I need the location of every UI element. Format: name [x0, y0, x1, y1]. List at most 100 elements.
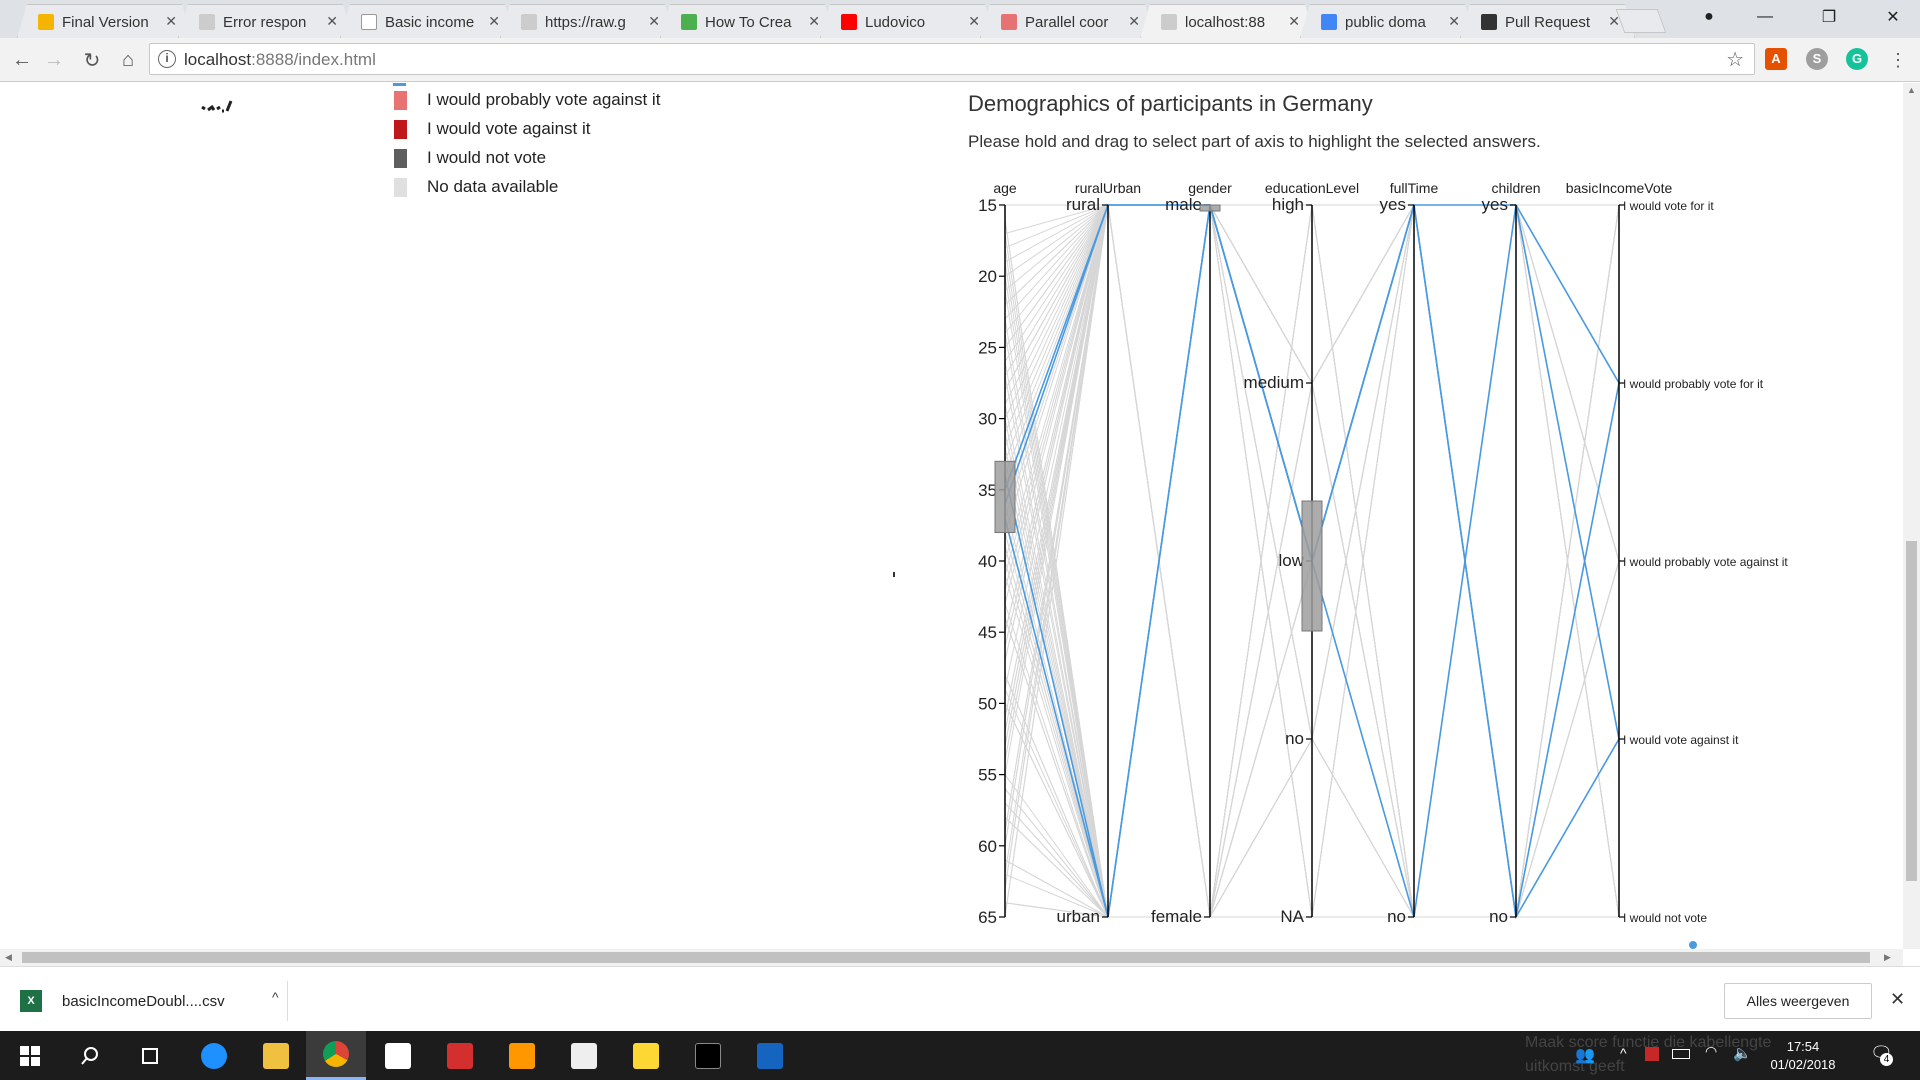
- browser-tab[interactable]: Parallel coor ✕: [980, 4, 1155, 38]
- search-button[interactable]: [60, 1031, 120, 1080]
- taskbar-app-notes[interactable]: [616, 1031, 676, 1080]
- chevron-up-icon[interactable]: ^: [272, 989, 279, 1005]
- minimize-button[interactable]: —: [1757, 8, 1773, 25]
- grammarly-icon[interactable]: G: [1846, 48, 1868, 70]
- legend-item: I would probably vote against it: [394, 88, 660, 112]
- home-button[interactable]: ⌂: [121, 48, 135, 71]
- taskbar-app-terminal[interactable]: [678, 1031, 738, 1080]
- store-icon: [385, 1042, 411, 1069]
- browser-menu-icon[interactable]: ⋮: [1889, 49, 1907, 70]
- taskbar-app-edge[interactable]: [184, 1031, 244, 1080]
- close-download-bar-icon[interactable]: ✕: [1890, 989, 1906, 1009]
- tab-title: Final Version: [62, 14, 149, 31]
- taskbar-app-gift[interactable]: [430, 1031, 490, 1080]
- profile-icon[interactable]: ●: [1704, 8, 1714, 25]
- back-button[interactable]: ←: [12, 48, 32, 71]
- reload-button[interactable]: ↻: [83, 49, 101, 72]
- tab-close-icon[interactable]: ✕: [648, 13, 660, 29]
- task-view-button[interactable]: [120, 1031, 180, 1080]
- tick-label: I would not vote: [1623, 911, 1707, 925]
- chart-title: Demographics of participants in Germany: [968, 91, 1373, 116]
- axis-title: ruralUrban: [1075, 180, 1141, 196]
- tab-title: https://raw.g: [545, 14, 626, 31]
- tab-close-icon[interactable]: ✕: [488, 13, 500, 29]
- tab-close-icon[interactable]: ✕: [1608, 13, 1620, 29]
- browser-tab[interactable]: public doma ✕: [1300, 4, 1475, 38]
- map-fragment: [201, 100, 233, 113]
- bookmark-star-icon[interactable]: ☆: [1726, 49, 1744, 71]
- search-icon: [81, 1046, 98, 1065]
- browser-tab[interactable]: How To Crea ✕: [660, 4, 835, 38]
- taskbar-app-mail[interactable]: [554, 1031, 614, 1080]
- tick-label: NA: [1280, 907, 1304, 926]
- mail-icon: [571, 1042, 597, 1069]
- address-url[interactable]: localhost:8888/index.html: [184, 50, 376, 70]
- address-bar[interactable]: i localhost:8888/index.html ☆: [149, 43, 1755, 75]
- tab-close-icon[interactable]: ✕: [1128, 13, 1140, 29]
- legend-item: No data available: [394, 175, 558, 199]
- tab-close-icon[interactable]: ✕: [1448, 13, 1460, 29]
- tab-close-icon[interactable]: ✕: [968, 13, 980, 29]
- tick-label: medium: [1244, 373, 1304, 392]
- new-tab-button[interactable]: [1615, 9, 1667, 33]
- extension-icon-2[interactable]: S: [1806, 48, 1828, 70]
- browser-tab[interactable]: Pull Request ✕: [1460, 4, 1635, 38]
- partial-dot: [1689, 941, 1697, 949]
- tray-chevron-up-icon[interactable]: ^: [1620, 1045, 1627, 1061]
- legend-swatch: [394, 119, 407, 139]
- taskbar-app-explorer[interactable]: [246, 1031, 306, 1080]
- tab-close-icon[interactable]: ✕: [1288, 13, 1300, 29]
- tab-close-icon[interactable]: ✕: [165, 13, 177, 29]
- taskbar-app-chrome[interactable]: [306, 1031, 366, 1080]
- tab-close-icon[interactable]: ✕: [808, 13, 820, 29]
- axis-title: age: [993, 180, 1017, 196]
- browser-tab[interactable]: Basic income ✕: [340, 4, 515, 38]
- tray-gift-icon[interactable]: [1645, 1047, 1659, 1061]
- browser-toolbar: ← → ↻ ⌂ i localhost:8888/index.html ☆ A …: [0, 38, 1920, 82]
- tab-favicon-icon: [1481, 14, 1497, 30]
- browser-tab[interactable]: Final Version ✕: [17, 4, 192, 38]
- taskbar-app-powershell[interactable]: [740, 1031, 800, 1080]
- chrome-icon: [323, 1041, 349, 1067]
- horizontal-scroll-thumb[interactable]: [22, 952, 1870, 963]
- start-button[interactable]: [0, 1031, 60, 1080]
- browser-tab[interactable]: https://raw.g ✕: [500, 4, 675, 38]
- battery-icon[interactable]: [1672, 1049, 1690, 1059]
- taskbar-app-store[interactable]: [368, 1031, 428, 1080]
- browser-tab[interactable]: Ludovico ✕: [820, 4, 995, 38]
- site-info-icon[interactable]: i: [158, 50, 176, 68]
- tick-label: 60: [978, 837, 997, 856]
- scroll-left-arrow-icon[interactable]: ◀: [5, 952, 12, 962]
- download-item[interactable]: X basicIncomeDoubl....csv ^: [20, 981, 288, 1021]
- browser-tab[interactable]: localhost:88 ✕: [1140, 4, 1315, 39]
- taskbar-app-sublime[interactable]: [492, 1031, 552, 1080]
- tick-label: yes: [1482, 195, 1508, 214]
- vertical-scrollbar[interactable]: ▲: [1903, 83, 1920, 949]
- tab-close-icon[interactable]: ✕: [326, 13, 338, 29]
- action-center-icon[interactable]: 🗨 4: [1870, 1043, 1893, 1066]
- extension-icon-1[interactable]: A: [1765, 48, 1787, 70]
- system-clock[interactable]: 17:54 01/02/2018: [1760, 1038, 1846, 1074]
- maximize-button[interactable]: ❐: [1821, 9, 1837, 26]
- browser-tab[interactable]: Error respon ✕: [178, 4, 353, 38]
- wifi-icon[interactable]: ◠: [1705, 1043, 1718, 1059]
- close-window-button[interactable]: ✕: [1886, 9, 1900, 26]
- download-file-name: basicIncomeDoubl....csv: [62, 992, 225, 1010]
- tab-title: How To Crea: [705, 14, 792, 31]
- vertical-scroll-thumb[interactable]: [1906, 541, 1917, 881]
- show-all-downloads-button[interactable]: Alles weergeven: [1724, 983, 1872, 1019]
- tab-title: Ludovico: [865, 14, 926, 31]
- people-icon[interactable]: 👥: [1575, 1047, 1595, 1064]
- volume-icon[interactable]: 🔈: [1733, 1045, 1752, 1062]
- forward-button[interactable]: →: [44, 48, 64, 71]
- tick-label: I would vote for it: [1623, 199, 1714, 213]
- scroll-up-arrow-icon[interactable]: ▲: [1907, 85, 1916, 95]
- legend-label: I would vote against it: [427, 119, 591, 138]
- scroll-right-arrow-icon[interactable]: ▶: [1884, 952, 1891, 962]
- horizontal-scrollbar[interactable]: ◀ ▶: [0, 949, 1903, 966]
- gift-icon: [447, 1042, 473, 1069]
